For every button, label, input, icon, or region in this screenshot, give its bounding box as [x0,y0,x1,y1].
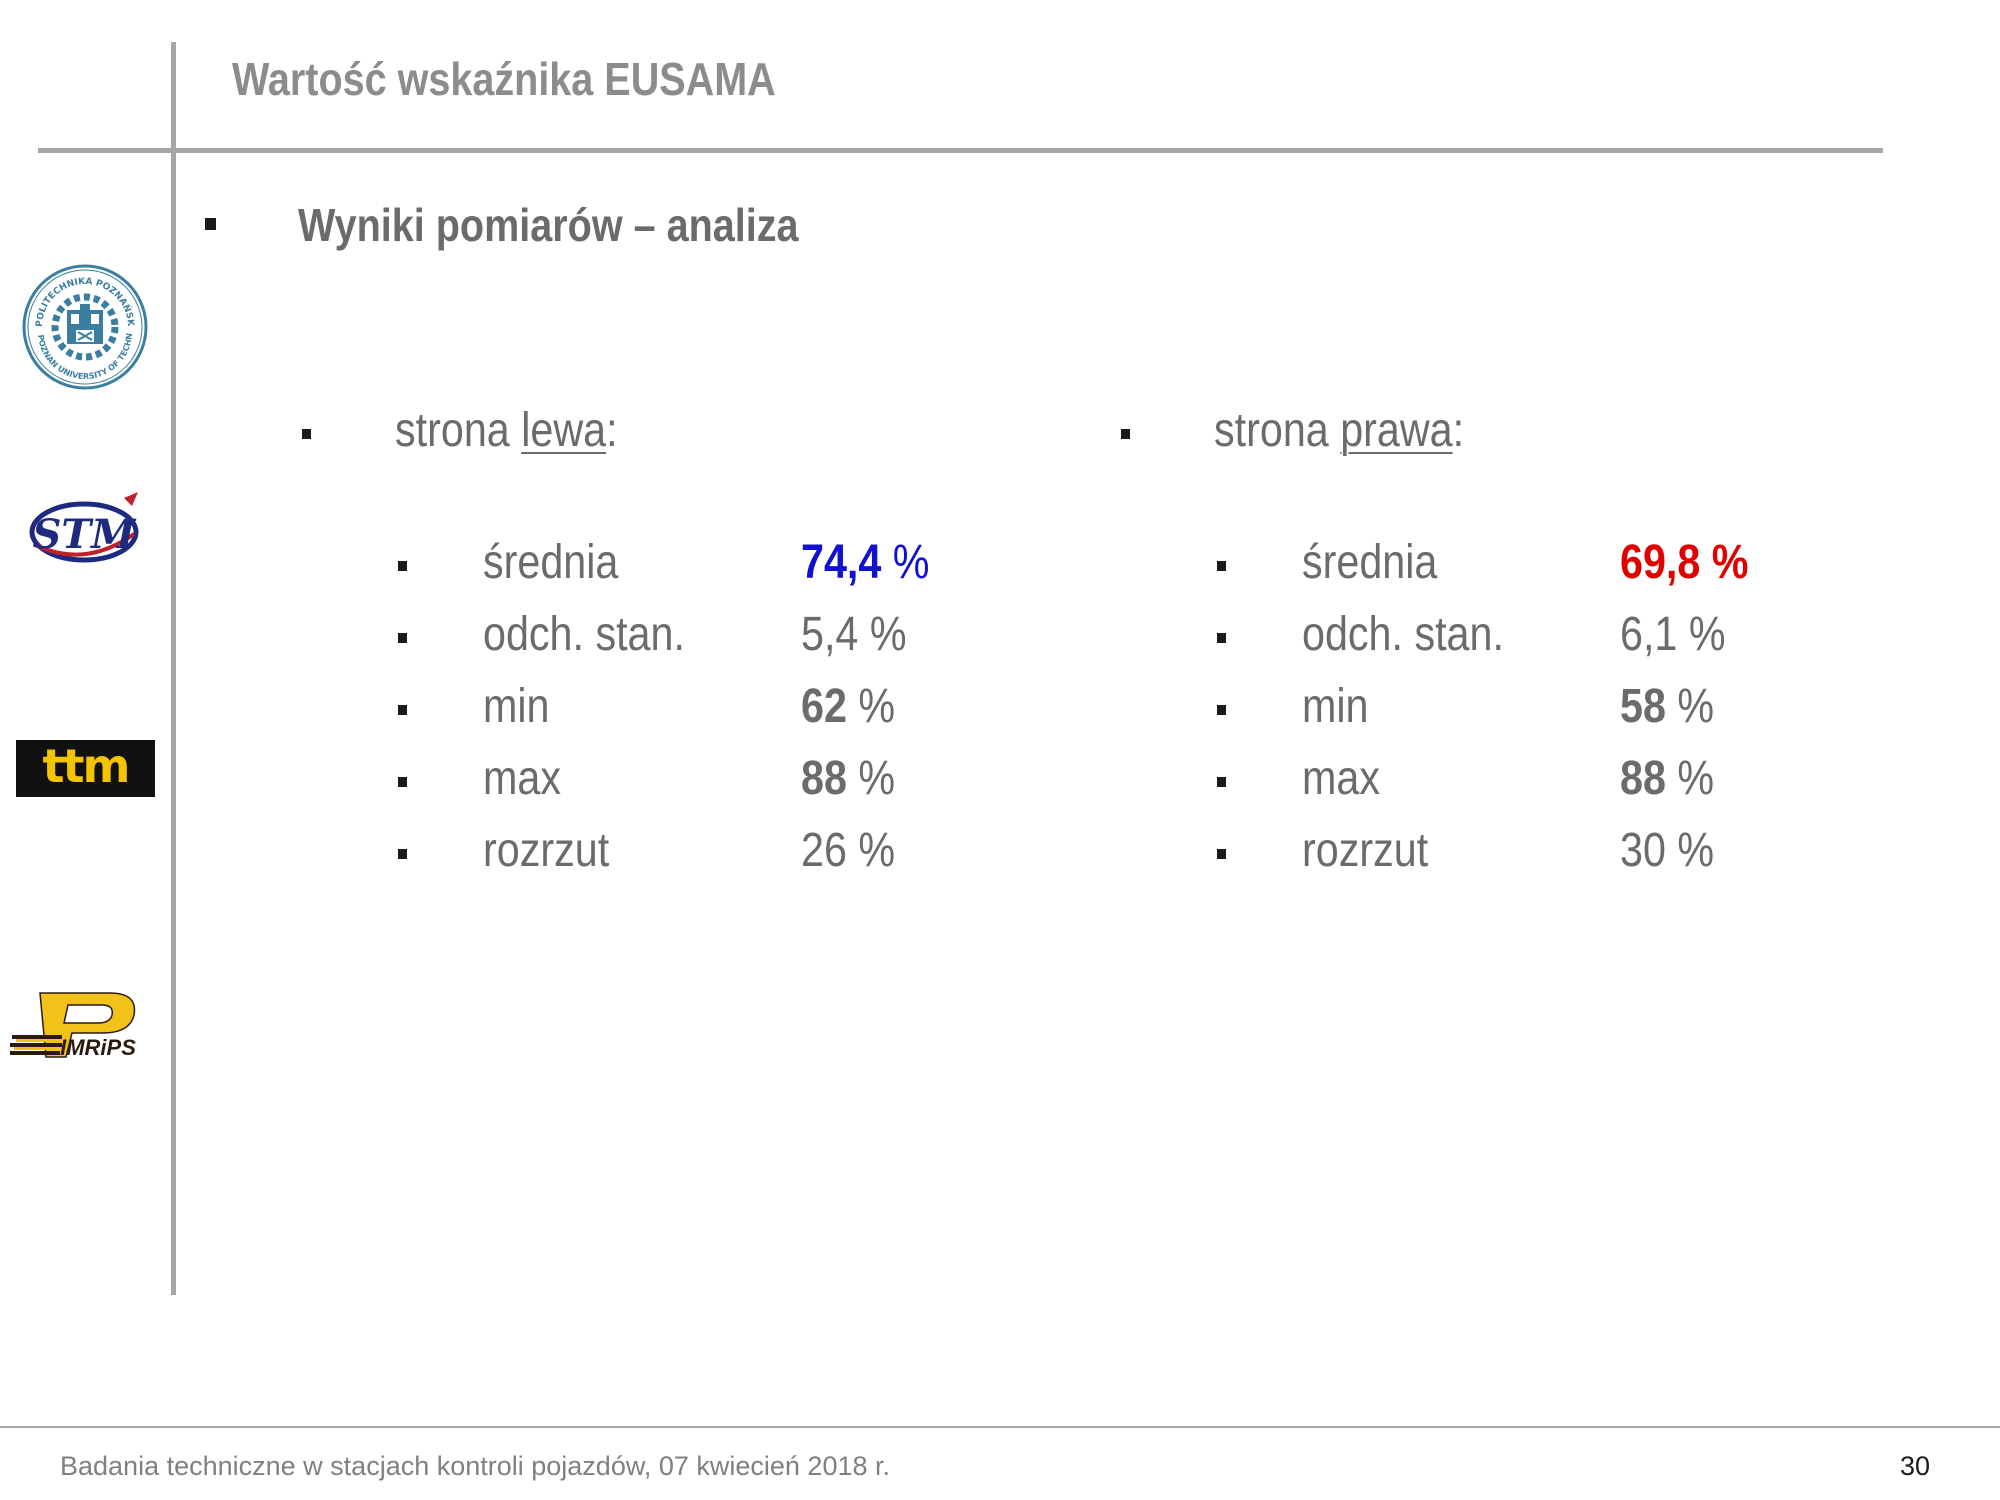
right-label-range: rozrzut [1302,824,1429,877]
left-label-mean: średnia [483,536,619,589]
left-row-bullet [398,849,407,859]
section-heading: Wyniki pomiarów – analiza [298,199,799,251]
left-value-range-number: 26 [801,824,847,877]
footer-rule [0,1426,2000,1428]
left-value-range: 26 % [801,823,895,878]
university-seal-logo: POLITECHNIKA POZNAŃSKA POZNAN UNIVERSITY… [20,262,148,390]
right-value-min-unit: % [1665,680,1715,733]
title-rule [38,148,1883,153]
pimrips-logo: IMRiPS [10,992,136,1060]
left-value-range-unit: % [846,824,896,877]
right-value-stddev-unit: % [1677,608,1726,661]
left-label-range: rozrzut [483,824,610,877]
left-label-min: min [483,680,550,733]
right-row-bullet [1217,705,1226,715]
left-heading-prefix: strona [395,404,522,457]
right-row-bullet [1217,777,1226,787]
right-label-max: max [1302,752,1380,805]
right-label-mean: średnia [1302,536,1438,589]
left-side-heading: strona lewa: [395,403,618,458]
right-side-heading: strona prawa: [1214,403,1464,458]
left-value-stddev: 5,4 % [801,607,907,662]
right-value-max: 88 % [1620,751,1714,806]
right-row-bullet [1217,633,1226,643]
left-value-min: 62 % [801,679,895,734]
right-value-min: 58 % [1620,679,1714,734]
right-value-mean-number: 69,8 [1620,536,1701,589]
slide-title: Wartość wskaźnika EUSAMA [232,53,776,105]
right-value-max-number: 88 [1620,752,1666,805]
left-heading-word: lewa [521,404,607,457]
right-value-min-number: 58 [1620,680,1666,733]
left-value-max-number: 88 [801,752,847,805]
pimrips-text: IMRiPS [60,1035,136,1060]
left-heading-suffix: : [606,404,618,457]
right-value-max-unit: % [1665,752,1715,805]
right-value-range-number: 30 [1620,824,1666,877]
right-value-stddev-number: 6,1 [1620,608,1678,661]
left-label-stddev: odch. stan. [483,608,685,661]
right-value-mean: 69,8 % [1620,535,1749,590]
left-row-bullet [398,705,407,715]
left-value-mean-unit: % [881,536,930,589]
right-value-range: 30 % [1620,823,1714,878]
right-value-range-unit: % [1665,824,1715,877]
left-value-max-unit: % [846,752,896,805]
left-label-max: max [483,752,561,805]
right-row-bullet [1217,849,1226,859]
left-value-min-unit: % [846,680,896,733]
right-value-mean-unit: % [1700,536,1749,589]
left-value-max: 88 % [801,751,895,806]
section-bullet [205,218,216,230]
left-value-min-number: 62 [801,680,847,733]
ttm-text: ttm [42,738,131,793]
page-number: 30 [1900,1451,1931,1481]
left-value-mean-number: 74,4 [801,536,882,589]
right-heading-suffix: : [1452,404,1465,457]
left-row-bullet [398,633,407,643]
left-heading-bullet [302,429,311,439]
vertical-rule [171,42,176,1295]
right-heading-prefix: strona [1214,404,1341,457]
footer-text: Badania techniczne w stacjach kontroli p… [60,1451,890,1481]
right-heading-bullet [1121,429,1130,439]
right-row-bullet [1217,561,1226,571]
left-value-stddev-number: 5,4 [801,608,859,661]
left-value-stddev-unit: % [858,608,907,661]
right-value-stddev: 6,1 % [1620,607,1726,662]
stm-text: STM [33,511,138,558]
left-row-bullet [398,777,407,787]
left-value-mean: 74,4 % [801,535,930,590]
left-row-bullet [398,561,407,571]
stm-logo: STM [29,492,139,563]
right-label-min: min [1302,680,1369,733]
right-heading-word: prawa [1340,404,1453,457]
right-label-stddev: odch. stan. [1302,608,1504,661]
ttm-logo: ttm [16,740,155,797]
